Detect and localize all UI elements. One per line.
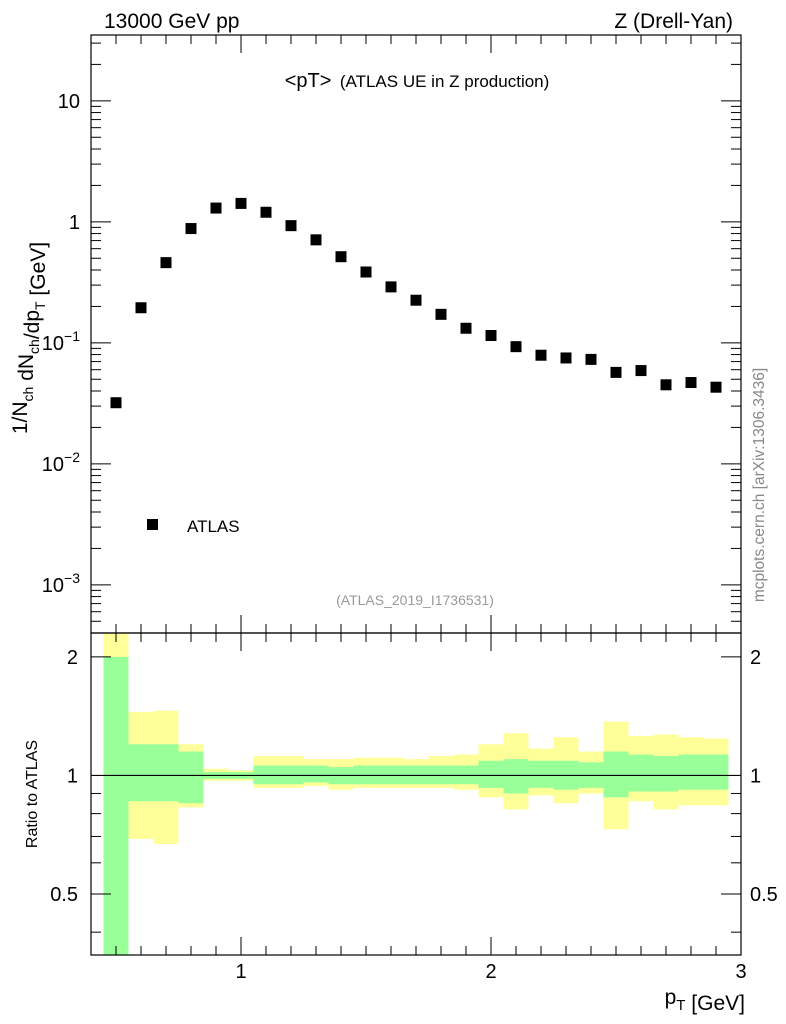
stat-uncertainty-band-bin [678,754,704,790]
stat-uncertainty-band-bin [303,765,329,783]
stat-uncertainty-band-bin [603,751,629,798]
data-point [135,302,147,314]
stat-uncertainty-band-bin [153,744,179,802]
ratio-y-tick-label-right: 2 [750,647,761,669]
data-point [435,308,447,320]
main-title-description: (ATLAS UE in Z production) [340,72,549,91]
main-y-tick-label: 10−3 [42,570,80,597]
x-tick-label: 1 [235,961,246,983]
mcplots-side-label: mcplots.cern.ch [arXiv:1306.3436] [751,368,768,602]
atlas-data-points [110,197,722,409]
data-point [160,257,172,269]
ratio-y-tick-label-left: 0.5 [50,884,78,906]
data-point [535,349,547,361]
main-plot-frame [90,34,742,634]
main-title: <pT> (ATLAS UE in Z production) [285,70,550,92]
stat-uncertainty-band-bin [103,656,129,955]
data-point [585,353,597,365]
ratio-y-tick-label-left: 2 [67,647,78,669]
ratio-y-tick-label-right: 1 [750,765,761,787]
data-point [635,365,647,377]
x-axis-label: pT [GeV] [665,986,745,1015]
x-tick-label: 2 [485,961,496,983]
main-y-tick-label: 10−1 [42,328,80,355]
stat-uncertainty-band-bin [128,744,154,802]
ratio-y-tick-labels: 0.5 0.5 1 1 2 2 [50,647,778,906]
data-point [410,294,422,306]
data-point [560,352,572,364]
stat-uncertainty-band-bin [478,760,504,788]
stat-uncertainty-band-bin [528,760,554,788]
data-point [385,281,397,293]
data-point [335,251,347,263]
data-point [260,206,272,218]
main-y-axis-label: 1/Nch dNch/dpT [GeV] [9,242,50,434]
data-point [210,202,222,214]
data-point [685,377,697,389]
legend-marker-atlas [147,519,158,530]
data-point [710,381,722,393]
main-y-tick-labels: 10−3 10−2 10−1 1 10 [42,91,80,597]
main-y-tick-label: 1 [69,212,80,234]
data-point [610,366,622,378]
data-point [285,220,297,232]
data-point [485,329,497,341]
main-y-tick-label: 10−2 [42,449,80,476]
stat-uncertainty-band-bin [503,759,529,794]
data-point [110,397,122,409]
stat-uncertainty-band-bin [653,756,679,792]
main-y-tick-label: 10 [58,91,80,113]
data-point [185,223,197,235]
axis-ticks [90,35,742,955]
ratio-y-tick-label-left: 1 [67,765,78,787]
x-tick-label: 3 [735,961,746,983]
stat-uncertainty-band-bin [178,751,204,804]
stat-uncertainty-band-bin [703,754,729,790]
legend-label-atlas: ATLAS [187,517,240,536]
ratio-bands [103,633,729,955]
data-point [310,234,322,246]
data-point [235,197,247,209]
data-point [660,379,672,391]
data-point [460,322,472,334]
ratio-y-tick-label-right: 0.5 [750,884,778,906]
header-energy-label: 13000 GeV pp [104,10,239,33]
analysis-tag: (ATLAS_2019_I1736531) [336,592,494,608]
data-point [360,266,372,278]
data-point [510,341,522,353]
header-process-label: Z (Drell-Yan) [614,10,733,33]
stat-uncertainty-band-bin [628,754,654,792]
main-title-observable: <pT> [285,70,332,92]
x-tick-labels: 1 2 3 [235,961,746,983]
ratio-y-axis-label: Ratio to ATLAS [24,740,41,848]
